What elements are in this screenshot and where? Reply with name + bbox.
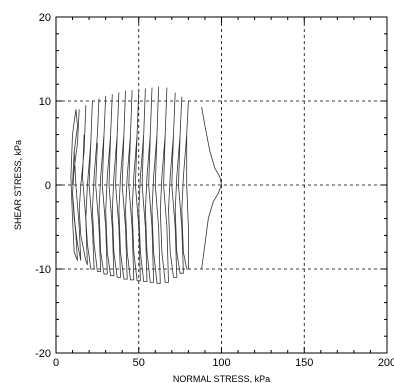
x-tick-label: 150	[295, 357, 313, 369]
tick-labels: 0 50 100 150 200 -20 -10 0 10 20	[35, 12, 394, 369]
data-series-line	[144, 87, 155, 283]
y-tick-label: -20	[35, 348, 51, 360]
y-tick-label: 0	[45, 180, 51, 192]
data-series-line	[118, 90, 128, 280]
y-tick-label: 20	[39, 12, 51, 24]
data-series-line	[151, 86, 161, 284]
data-series-line	[85, 100, 95, 270]
data-series-line	[174, 96, 184, 274]
data-series-line	[125, 90, 135, 281]
x-tick-label: 0	[53, 357, 59, 369]
y-axis-label: SHEAR STRESS, kPa	[13, 140, 23, 230]
data-series-line	[201, 106, 222, 270]
data-series-line	[159, 87, 169, 283]
data-series-line	[111, 92, 121, 278]
y-tick-label: 10	[39, 96, 51, 108]
data-series-line	[168, 92, 178, 278]
data-series-line	[181, 100, 189, 270]
tick-marks	[55, 16, 388, 354]
data-series-line	[105, 94, 115, 277]
data-series-line	[78, 105, 88, 265]
x-tick-label: 100	[212, 357, 230, 369]
data-series-line	[70, 109, 78, 261]
data-series-line	[72, 109, 82, 261]
x-tick-label: 50	[133, 357, 145, 369]
data-lines	[70, 86, 222, 284]
data-series-line	[138, 88, 148, 283]
x-tick-label: 200	[378, 357, 394, 369]
data-series-line	[91, 98, 102, 272]
x-axis-label: NORMAL STRESS, kPa	[173, 374, 270, 383]
data-series-line	[98, 95, 108, 275]
data-series-line	[131, 89, 141, 282]
y-tick-label: -10	[35, 264, 51, 276]
